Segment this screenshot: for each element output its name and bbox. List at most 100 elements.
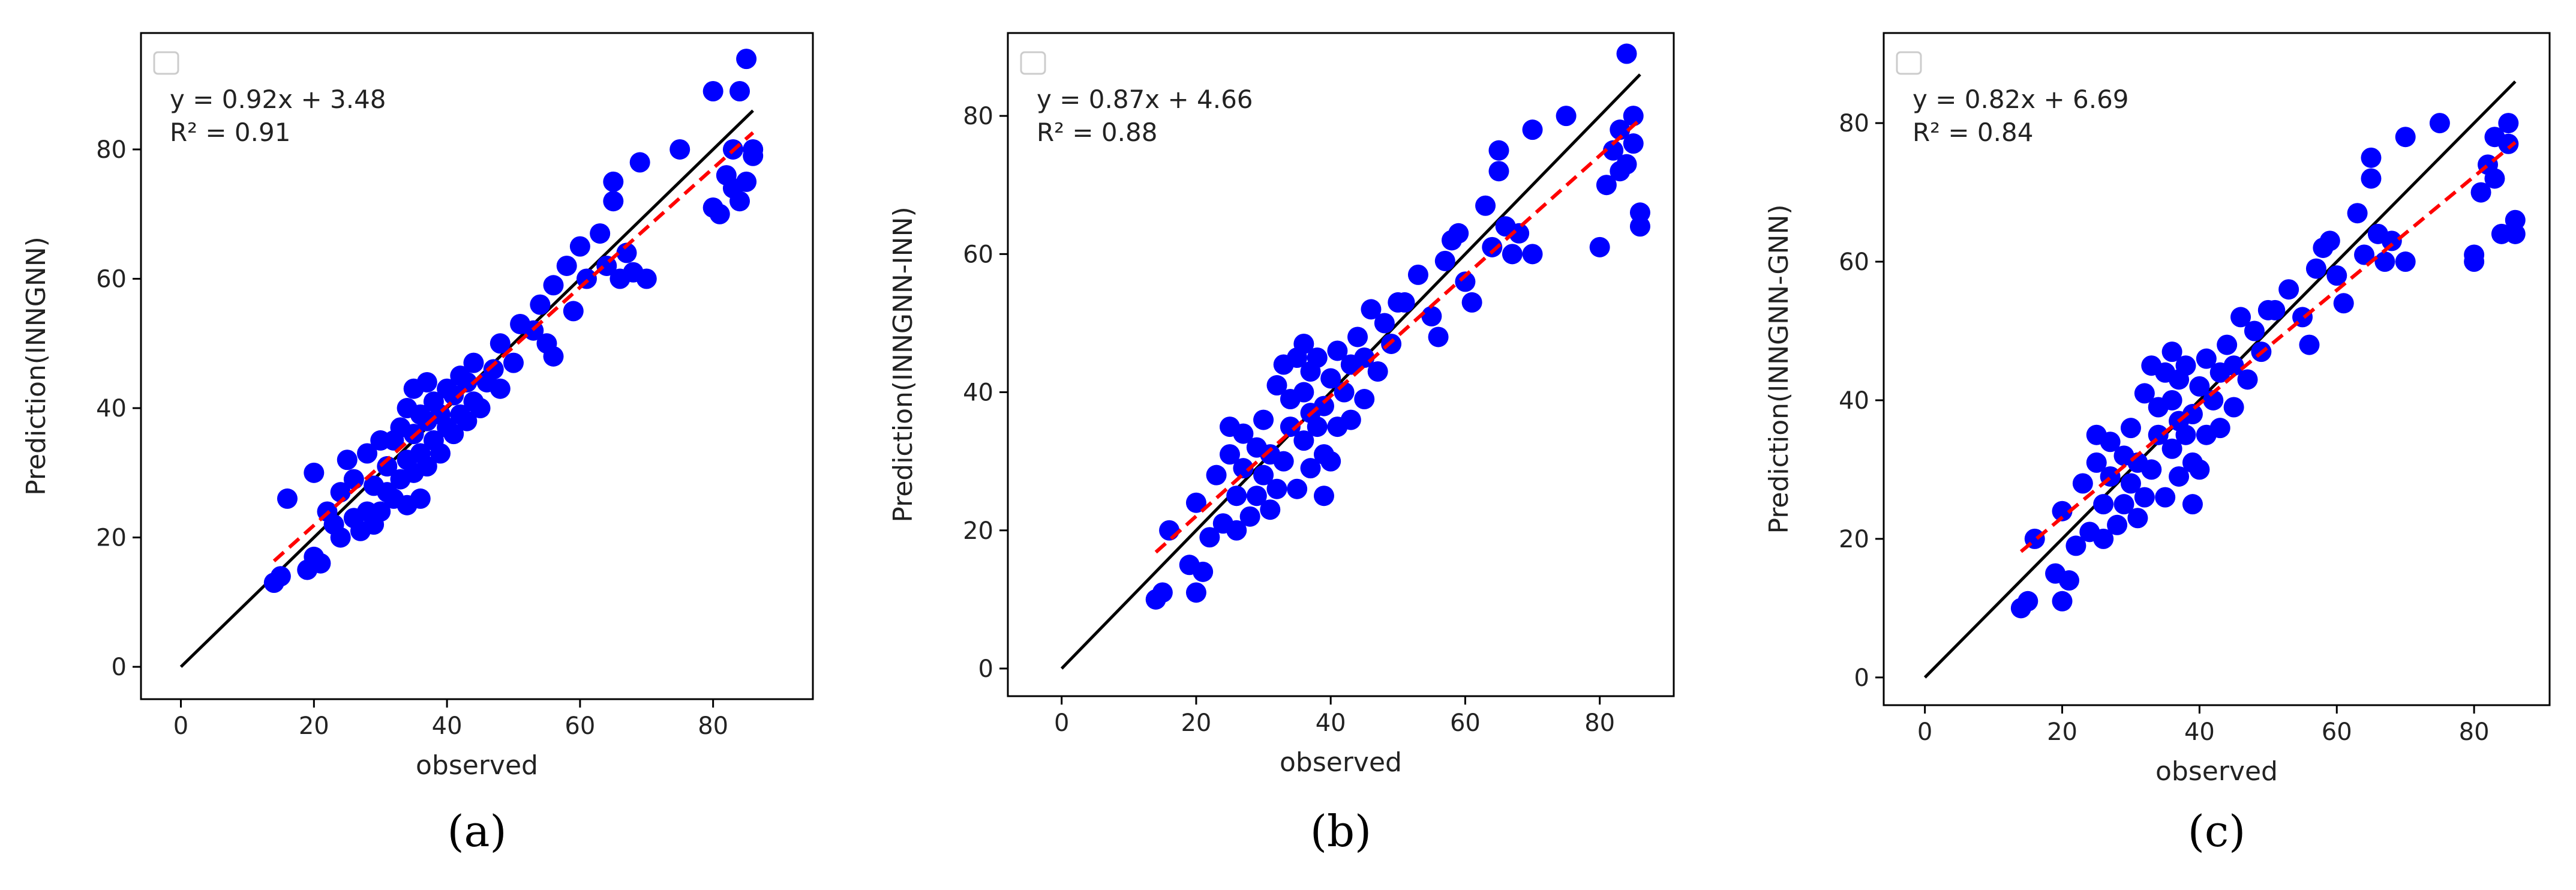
panel-b-data-point: [1193, 561, 1214, 582]
panel-c-caption: (c): [2188, 806, 2246, 856]
panel-c-data-point: [2155, 487, 2176, 508]
panel-a-data-point: [443, 385, 464, 406]
panel-c-data-point: [2381, 230, 2402, 251]
panel-b-data-point: [1293, 430, 1314, 451]
panel-b-data-point: [1475, 195, 1496, 216]
panel-b-caption: (b): [1310, 806, 1371, 856]
panel-b-data-point: [1273, 451, 1294, 472]
panel-b-equation: y = 0.87x + 4.66: [1037, 85, 1253, 114]
panel-a-data-point: [304, 462, 325, 483]
panel-b-data-point: [1260, 499, 1281, 520]
panel-c-data-point: [2052, 501, 2073, 522]
panel-c-data-point: [2134, 383, 2155, 404]
panel-c-y-tick-label: 80: [1839, 110, 1869, 137]
panel-c-y-axis-label: Prediction(INNGNN-GNN): [1764, 204, 1794, 534]
panel-b-data-point: [1266, 375, 1287, 396]
panel-c-data-point: [2464, 251, 2485, 272]
panel-c-data-point: [2175, 355, 2196, 376]
panel-a-data-point: [377, 456, 398, 477]
panel-a-data-point: [569, 236, 590, 257]
panel-b-data-point: [1488, 140, 1509, 161]
panel-c-data-point: [2141, 459, 2162, 480]
panel-c-data-point: [2196, 348, 2217, 369]
panel-c-y-tick-label: 40: [1839, 387, 1869, 415]
panel-a-data-point: [330, 527, 351, 548]
panel-c: 0 20 40 60 80 0 20 40 60 80 y = 0.82x + 6.69 R² =…: [1764, 32, 2551, 856]
panel-a: 0 20 40 60 80 0 20 40 60 80 y = 0.92x + 3.48 R² =…: [21, 32, 814, 856]
panel-b-data-point: [1233, 423, 1254, 444]
panel-b-data-point: [1293, 382, 1314, 403]
panel-c-data-point: [2127, 508, 2148, 529]
panel-c-data-point: [2017, 591, 2038, 612]
panel-c-data-point: [2305, 258, 2326, 279]
panel-b-data-point: [1596, 175, 1617, 196]
panel-b-y-tick-label: 40: [963, 379, 993, 407]
panel-c-data-point: [2058, 570, 2079, 591]
panel-c-data-point: [2470, 182, 2491, 203]
panel-b-x-tick-label: 20: [1181, 709, 1211, 737]
panel-c-axes-frame: [1883, 32, 2551, 706]
panel-b-data-point: [1233, 458, 1254, 479]
panel-b-data-point: [1461, 292, 1482, 313]
panel-a-y-tick-label: 80: [96, 136, 127, 164]
panel-c-frame-layer: 0 20 40 60 80 0 20 40 60 80: [1839, 32, 2551, 746]
panel-c-data-point: [2086, 452, 2107, 473]
panel-b-data-point: [1522, 244, 1543, 265]
panel-c-data-point: [2203, 389, 2224, 410]
panel-c-x-axis-label: observed: [2155, 756, 2278, 787]
panel-b-data-point: [1428, 326, 1449, 347]
panel-a-data-point: [270, 566, 291, 587]
panel-a-data-point: [736, 49, 757, 70]
panel-b-data-point: [1313, 486, 1334, 507]
panel-a-data-point: [702, 80, 723, 101]
panel-a-y-axis-label: Prediction(INNGNN): [21, 236, 52, 496]
panel-b-data-point: [1509, 223, 1530, 244]
panel-b-data-point: [1340, 409, 1361, 430]
panel-b-x-tick-label: 40: [1316, 709, 1346, 737]
panel-b-data-point: [1266, 478, 1287, 499]
panel-c-data-point: [2230, 307, 2251, 328]
panel-c-data-point: [2113, 494, 2134, 515]
panel-c-fit-line: [2019, 141, 2517, 553]
panel-c-data-point: [2326, 265, 2347, 286]
panel-a-data-point: [543, 346, 564, 367]
panel-a-data-point: [343, 469, 364, 490]
panel-a-data-point: [357, 443, 378, 464]
panel-c-data-point: [2093, 494, 2114, 515]
panel-b-data-point: [1448, 223, 1469, 244]
panel-b-data-point: [1361, 299, 1382, 320]
panel-b-data-point: [1502, 244, 1523, 265]
panel-c-data-point: [2107, 514, 2128, 535]
panel-a-data-point: [337, 450, 358, 471]
panel-b-data-point: [1488, 161, 1509, 182]
panel-c-x-tick-label: 60: [2322, 718, 2352, 746]
panel-c-equation: y = 0.82x + 6.69: [1913, 85, 2129, 114]
panel-b-data-point: [1394, 292, 1415, 313]
panel-b-data-point: [1455, 271, 1476, 292]
panel-a-data-point: [563, 301, 584, 322]
panel-c-data-point: [2505, 209, 2526, 230]
panel-c-data-point: [2175, 424, 2196, 445]
panel-b-data-point: [1220, 444, 1240, 465]
panel-b-data-point: [1239, 506, 1260, 527]
panel-c-y-tick-label: 20: [1839, 526, 1869, 553]
panel-c-data-point: [2361, 168, 2382, 189]
panel-c-data-point: [2395, 127, 2416, 148]
panel-a-x-tick-label: 20: [299, 712, 329, 740]
panel-b-data-point: [1253, 409, 1274, 430]
panel-b-data-point: [1300, 458, 1321, 479]
panel-b-data-point: [1421, 305, 1442, 326]
panel-c-data-point: [2161, 389, 2182, 410]
panel-c-data-point: [2278, 279, 2299, 300]
panel-c-y-tick-label: 60: [1839, 248, 1869, 276]
panel-a-x-tick-label: 40: [432, 712, 463, 740]
panel-b-data-point: [1152, 582, 1173, 603]
panel-c-data-point: [2209, 418, 2230, 439]
panel-b-data-point: [1347, 326, 1368, 347]
panel-a-y-tick-label: 0: [112, 654, 127, 681]
panel-a-data-point: [616, 242, 637, 263]
panel-a-x-tick-label: 60: [565, 712, 595, 740]
panel-c-data-point: [2169, 466, 2190, 487]
panel-c-data-point: [2052, 591, 2073, 612]
panel-c-x-tick-label: 80: [2459, 718, 2490, 746]
